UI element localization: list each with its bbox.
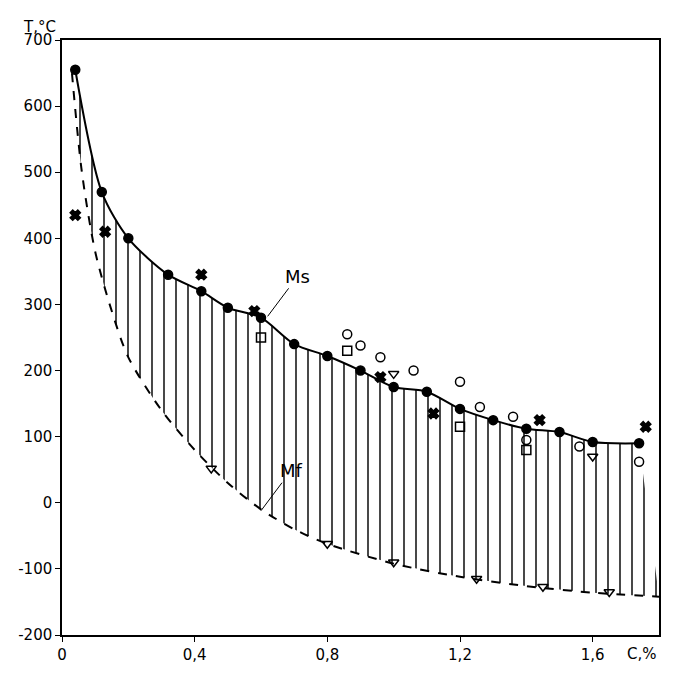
svg-text:0: 0 (43, 494, 53, 512)
svg-text:-100: -100 (18, 560, 52, 578)
svg-text:1,6: 1,6 (581, 646, 605, 664)
svg-text:0,8: 0,8 (315, 646, 339, 664)
svg-text:600: 600 (24, 97, 53, 115)
svg-text:1,2: 1,2 (448, 646, 472, 664)
svg-text:-200: -200 (18, 626, 52, 644)
svg-text:Ms: Ms (285, 266, 310, 287)
svg-text:200: 200 (24, 362, 53, 380)
svg-text:0,4: 0,4 (183, 646, 207, 664)
svg-text:500: 500 (24, 163, 53, 181)
svg-text:0: 0 (57, 646, 67, 664)
svg-text:Mf: Mf (280, 460, 303, 481)
svg-text:400: 400 (24, 230, 53, 248)
svg-text:300: 300 (24, 296, 53, 314)
svg-text:C,%: C,% (627, 645, 657, 663)
svg-text:T,°C: T,°C (23, 18, 56, 36)
svg-text:700: 700 (24, 31, 53, 49)
svg-text:100: 100 (24, 428, 53, 446)
